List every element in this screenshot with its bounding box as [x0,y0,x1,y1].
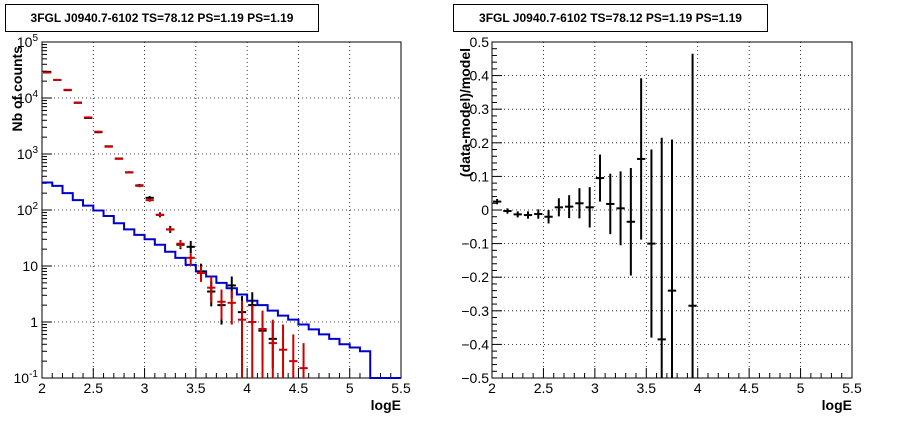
y-tick-label: 102 [17,201,39,218]
y-tick-label: 103 [17,145,39,162]
y-tick-label: 0.5 [470,34,490,50]
x-tick-label: 5 [346,380,354,396]
x-tick-label: 4 [694,380,702,396]
y-tick-label: 0.1 [470,168,490,184]
y-tick-label: −0.4 [461,336,489,352]
y-tick-label: 105 [17,33,39,50]
x-tick-label: 2 [488,380,496,396]
x-tick-label: 2.5 [84,380,104,396]
y-tick-label: 0.2 [470,135,490,151]
x-tick-label: 3.5 [186,380,206,396]
y-tick-label: 10-1 [14,369,39,386]
right-chart-panel: 2 2.5 3 3.5 4 4.5 5 5.5 −0.5 −0.4 −0.3 −0.2 −0.1 0 0.1… [457,34,862,413]
x-tick-label: 5.5 [842,380,862,396]
y-axis-title: (data-model)/model [457,48,473,177]
x-tick-label: 3 [141,380,149,396]
y-tick-label: −0.1 [461,236,489,252]
y-tick-label: −0.5 [461,370,489,386]
left-chart-panel: 2 2.5 3 3.5 4 4.5 5 5.5 10-1 1 10 102 103 104 105 logE N… [9,33,411,413]
x-tick-label: 5 [797,380,805,396]
y-tick-label: 0.3 [470,101,490,117]
y-axis-title: Nb of counts [9,46,25,132]
y-tick-label: −0.3 [461,303,489,319]
x-axis-title: logE [371,397,401,413]
x-tick-label: 4.5 [289,380,309,396]
y-tick-label: 0.4 [470,68,490,84]
right-chart-title: 3FGL J0940.7-6102 TS=78.12 PS=1.19 PS=1.… [453,4,768,32]
x-tick-label: 3.5 [637,380,657,396]
model-component-step-line [42,181,401,379]
x-tick-label: 4.5 [739,380,759,396]
x-axis-title: logE [822,397,852,413]
y-tick-label: 1 [30,314,38,330]
x-tick-label: 2 [38,380,46,396]
x-tick-label: 2.5 [534,380,554,396]
y-tick-label: 10 [22,258,38,274]
y-tick-label: −0.2 [461,269,489,285]
x-tick-label: 5.5 [391,380,411,396]
x-tick-label: 4 [243,380,251,396]
y-tick-label: 0 [481,202,489,218]
y-tick-label: 104 [17,89,39,106]
left-chart-title: 3FGL J0940.7-6102 TS=78.12 PS=1.19 PS=1.… [5,4,319,32]
x-tick-label: 3 [591,380,599,396]
